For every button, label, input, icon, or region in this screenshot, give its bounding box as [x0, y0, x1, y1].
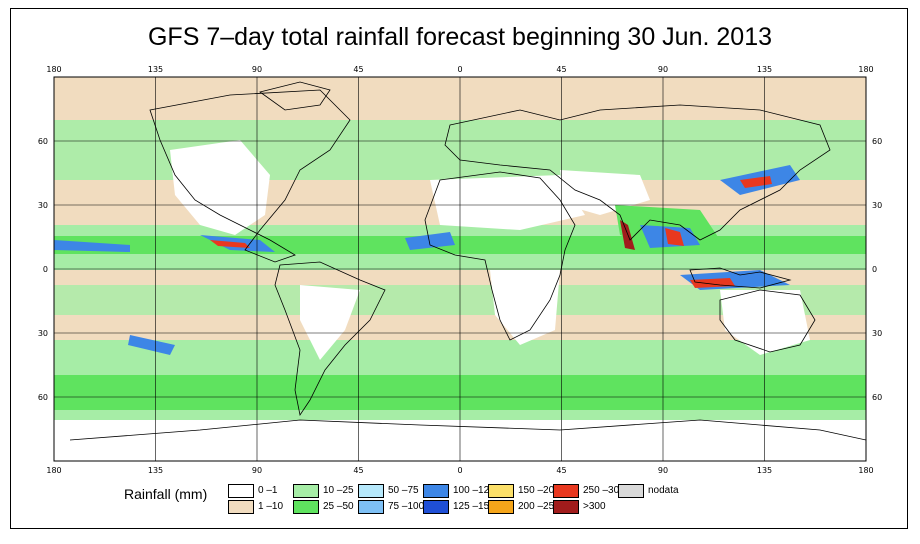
legend-swatch	[423, 484, 449, 498]
legend-swatch	[618, 484, 644, 498]
lon-tick-bottom: 45	[556, 466, 566, 475]
lon-tick-top: 90	[658, 65, 668, 74]
lat-tick-right: 60	[872, 137, 882, 146]
legend-swatch	[358, 484, 384, 498]
arabia-dry	[560, 170, 650, 215]
legend: Rainfall (mm) 0 –1 1 –10 10 –25 25 –50 50 –7…	[0, 480, 920, 520]
lon-tick-bottom: 180	[46, 466, 61, 475]
australia-dry	[720, 290, 810, 355]
lon-tick-bottom: 45	[353, 466, 363, 475]
north-america-outline	[149, 89, 351, 263]
lon-tick-top: 135	[148, 65, 163, 74]
sahara-dry	[430, 175, 585, 230]
legend-title: Rainfall (mm)	[124, 486, 208, 502]
lat-tick-left: 0	[43, 265, 48, 274]
figure-frame	[10, 8, 908, 529]
legend-label: 200 –250	[518, 501, 560, 512]
map-title: GFS 7–day total rainfall forecast beginn…	[147, 23, 772, 51]
legend-label: 250 –300	[583, 485, 625, 496]
legend-label: 150 –200	[518, 485, 560, 496]
legend-label: nodata	[648, 485, 679, 496]
lon-tick-top: 45	[556, 65, 566, 74]
legend-swatch	[358, 500, 384, 514]
south-america-dry	[300, 285, 360, 360]
coastlines	[69, 81, 866, 441]
legend-label: 1 –10	[258, 501, 284, 512]
south-pacific-heavy	[128, 335, 175, 355]
legend-swatch	[228, 500, 254, 514]
legend-label: 50 –75	[388, 485, 419, 496]
legend-swatch	[553, 500, 579, 514]
lat-tick-right: 30	[872, 201, 882, 210]
south-asia-extreme	[665, 228, 684, 246]
axis-ticks: 180 180 135 135 90 90 45 45 0 0 45 45 90 90 135 135 180 1…	[38, 65, 882, 475]
lat-tick-left: 60	[38, 137, 48, 146]
legend-label: >300	[583, 501, 606, 512]
legend-swatch	[228, 484, 254, 498]
lon-tick-top: 180	[46, 65, 61, 74]
western-ghats-extreme	[620, 220, 635, 250]
lon-tick-top: 180	[858, 65, 873, 74]
central-pacific-heavy	[54, 240, 130, 252]
map-border	[53, 76, 867, 462]
west-africa-heavy	[405, 232, 455, 250]
legend-swatch	[488, 484, 514, 498]
antarctica-outline	[69, 419, 866, 441]
legend-label: 125 –150	[453, 501, 495, 512]
south-america-outline	[274, 261, 386, 417]
lat-tick-right: 30	[872, 329, 882, 338]
legend-swatch	[553, 484, 579, 498]
lon-tick-top: 90	[252, 65, 262, 74]
legend-label: 75 –100	[388, 501, 425, 512]
legend-label: 10 –25	[323, 485, 354, 496]
lon-tick-bottom: 90	[252, 466, 262, 475]
legend-swatch	[293, 500, 319, 514]
legend-label: 100 –125	[453, 485, 495, 496]
australia-outline	[719, 289, 816, 353]
east-asia-extreme	[740, 176, 772, 188]
legend-label: 25 –50	[323, 501, 354, 512]
legend-label: 0 –1	[258, 485, 278, 496]
lat-tick-left: 30	[38, 201, 48, 210]
legend-swatch	[293, 484, 319, 498]
lat-tick-left: 30	[38, 329, 48, 338]
eastern-pacific-extreme	[210, 240, 250, 248]
lat-tick-right: 0	[872, 265, 877, 274]
southern-africa-dry	[490, 270, 560, 345]
legend-swatch	[423, 500, 449, 514]
lat-tick-right: 60	[872, 393, 882, 402]
africa-outline	[424, 171, 576, 341]
indonesia-outline	[689, 267, 792, 289]
lon-tick-top: 0	[457, 65, 462, 74]
lon-tick-top: 135	[757, 65, 772, 74]
lon-tick-bottom: 135	[148, 466, 163, 475]
lon-tick-top: 45	[353, 65, 363, 74]
lon-tick-bottom: 90	[658, 466, 668, 475]
lat-tick-left: 60	[38, 393, 48, 402]
greenland-outline	[259, 81, 331, 111]
lon-tick-bottom: 135	[757, 466, 772, 475]
north-america-dry	[170, 140, 270, 235]
legend-swatch	[488, 500, 514, 514]
lon-tick-bottom: 180	[858, 466, 873, 475]
eurasia-outline	[444, 104, 831, 241]
lon-tick-bottom: 0	[457, 466, 462, 475]
